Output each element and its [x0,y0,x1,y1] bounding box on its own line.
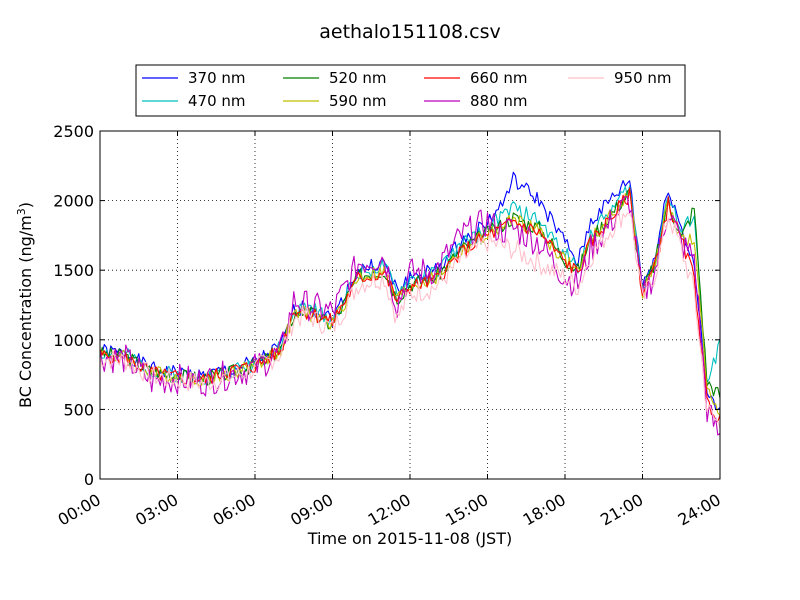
y-axis-label-end: ) [16,202,35,208]
x-tick-label: 03:00 [132,490,181,530]
series-line-950-nm [99,210,721,429]
chart-title: aethalo151108.csv [319,21,501,43]
x-tick-label: 15:00 [442,490,491,530]
legend-entry-label: 370 nm [188,69,246,87]
x-tick-label: 21:00 [597,490,646,530]
y-axis: 0 500 1000 1500 2000 2500 [53,122,720,489]
x-tick-label: 06:00 [210,490,259,530]
series-line-520-nm [99,188,721,399]
legend-entry-label: 950 nm [614,69,672,87]
legend-entry-label: 520 nm [329,69,387,87]
legend-entry-label: 590 nm [329,92,387,110]
series-line-880-nm [99,195,721,436]
series-line-370-nm [99,171,721,411]
legend: 370 nm 470 nm 520 nm 590 nm 660 nm 880 nm 950 … [135,64,686,117]
legend-entry-label: 470 nm [188,92,246,110]
x-tick-label: 18:00 [520,490,569,530]
y-tick-label: 1500 [53,261,94,280]
x-axis-label: Time on 2015-11-08 (JST) [307,529,512,548]
y-axis-label-superscript: 3 [15,208,28,215]
x-tick-label: 12:00 [365,490,414,530]
y-axis-label-main: BC Concentration (ng/m [16,215,35,408]
y-tick-label: 500 [63,400,94,419]
x-tick-label: 09:00 [287,490,336,530]
y-axis-label: BC Concentration (ng/m3) [15,202,35,408]
x-tick-label: 24:00 [675,490,724,530]
series-lines [99,171,721,436]
y-tick-label: 0 [84,470,94,489]
series-line-660-nm [99,187,721,423]
legend-frame [135,64,686,117]
y-tick-label: 2500 [53,122,94,141]
y-tick-label: 1000 [53,331,94,350]
x-tick-label: 00:00 [55,490,104,530]
y-tick-label: 2000 [53,192,94,211]
legend-entry-label: 880 nm [470,92,528,110]
legend-entry-label: 660 nm [470,69,528,87]
